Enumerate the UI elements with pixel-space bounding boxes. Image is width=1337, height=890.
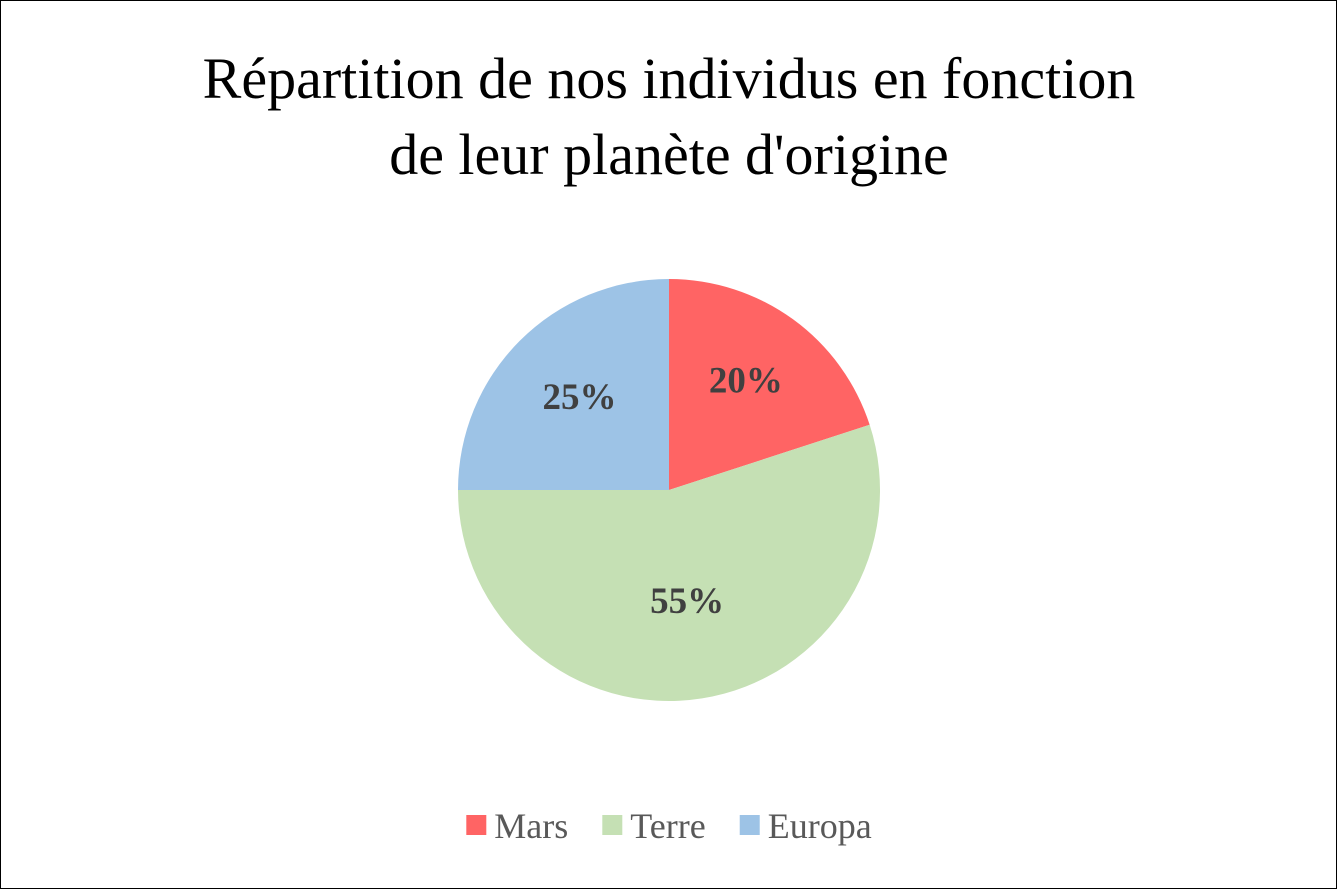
legend-swatch-europa	[739, 815, 760, 835]
legend-label-mars: Mars	[494, 806, 568, 846]
legend-label-terre: Terre	[630, 806, 705, 846]
legend: Mars Terre Europa	[466, 806, 872, 846]
legend-swatch-mars	[466, 815, 487, 835]
pie-slice-terre	[458, 424, 880, 701]
data-label-terre: 55%	[650, 581, 724, 622]
data-label-europa: 25%	[542, 377, 616, 418]
pie-slices	[458, 279, 880, 701]
pie-slice-mars	[669, 279, 870, 490]
chart-title-line-2: de leur planète d'origine	[389, 122, 949, 187]
data-label-mars: 20%	[709, 361, 783, 402]
pie-slice-europa	[458, 279, 669, 490]
legend-label-europa: Europa	[768, 806, 872, 846]
legend-swatch-terre	[602, 815, 623, 835]
chart-title-line-1: Répartition de nos individus en fonction	[203, 46, 1136, 111]
pie-data-labels: 20% 55% 25%	[542, 361, 782, 622]
